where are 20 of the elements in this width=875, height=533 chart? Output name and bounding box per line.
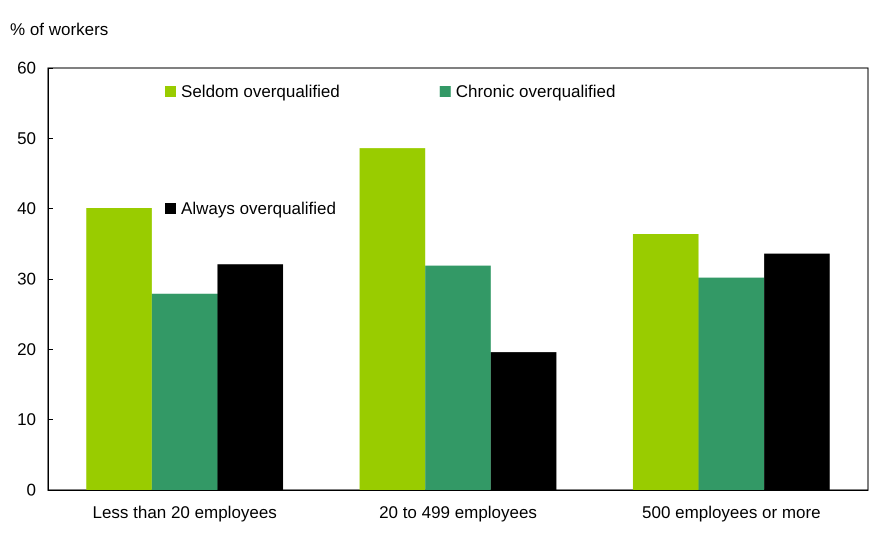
y-tick-label: 30 bbox=[17, 270, 36, 288]
bar bbox=[698, 278, 764, 490]
y-tick-label: 0 bbox=[26, 480, 36, 500]
y-tick-label: 60 bbox=[17, 58, 36, 78]
legend-label: Chronic overqualified bbox=[456, 82, 616, 101]
x-tick-label: 20 to 499 employees bbox=[379, 503, 537, 522]
bar bbox=[152, 294, 218, 490]
x-tick-label: Less than 20 employees bbox=[92, 503, 277, 522]
bar bbox=[86, 208, 152, 490]
legend-label: Always overqualified bbox=[181, 199, 336, 218]
legend-label: Seldom overqualified bbox=[181, 82, 340, 101]
bar bbox=[632, 234, 699, 490]
y-tick-label: 50 bbox=[17, 128, 36, 148]
y-axis-title: % of workers bbox=[10, 20, 108, 39]
bar bbox=[425, 266, 491, 490]
y-tick-label: 40 bbox=[17, 199, 36, 218]
y-tick-label: 10 bbox=[17, 410, 36, 430]
x-tick-label: 500 employees or more bbox=[642, 503, 821, 522]
bar bbox=[360, 148, 426, 490]
y-tick-label: 20 bbox=[17, 340, 36, 359]
